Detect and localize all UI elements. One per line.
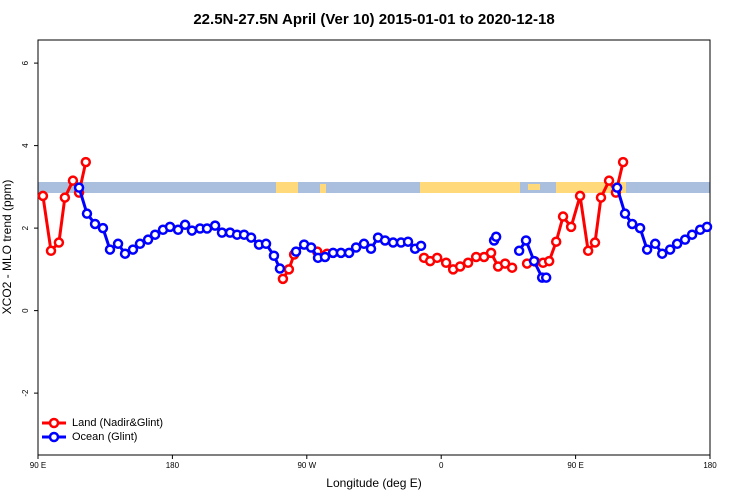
data-point xyxy=(550,236,562,247)
x-tick-label: 180 xyxy=(703,461,717,470)
data-point xyxy=(402,236,414,247)
data-point xyxy=(365,243,377,254)
data-point xyxy=(462,257,474,269)
data-point xyxy=(164,221,176,233)
data-point xyxy=(649,238,661,250)
data-point xyxy=(619,208,631,219)
data-point xyxy=(603,175,615,186)
data-point xyxy=(506,262,518,273)
data-point xyxy=(701,221,713,233)
x-axis-label: Longitude (deg E) xyxy=(326,476,421,490)
x-tick-label: 90 W xyxy=(297,461,316,470)
data-point xyxy=(216,227,228,238)
data-point xyxy=(626,218,638,230)
y-tick-label: 4 xyxy=(21,143,30,148)
data-point xyxy=(67,175,79,186)
data-point xyxy=(343,247,355,259)
data-point xyxy=(73,182,85,193)
data-point xyxy=(283,264,295,275)
data-point xyxy=(634,222,646,234)
data-point xyxy=(611,182,623,193)
data-point xyxy=(565,221,577,233)
data-point xyxy=(350,242,362,253)
x-tick-label: 0 xyxy=(439,461,444,470)
data-point xyxy=(513,245,525,257)
data-point xyxy=(260,238,272,250)
series-line xyxy=(77,187,708,280)
x-tick-label: 90 E xyxy=(30,461,46,470)
data-point xyxy=(89,218,101,230)
data-point xyxy=(574,190,586,202)
data-point xyxy=(490,231,502,243)
data-point xyxy=(53,237,65,248)
data-point xyxy=(582,245,594,257)
data-point xyxy=(112,238,124,250)
data-point xyxy=(172,224,184,236)
data-point xyxy=(686,229,698,240)
data-point xyxy=(319,251,331,263)
data-point xyxy=(37,190,49,202)
data-point xyxy=(540,272,552,283)
data-point xyxy=(209,220,221,231)
data-point xyxy=(454,261,466,272)
data-point xyxy=(245,232,257,243)
y-axis-label: XCO2 - MLO trend (ppm) xyxy=(0,180,14,315)
data-point xyxy=(81,208,93,219)
data-point xyxy=(104,244,116,255)
data-point xyxy=(186,225,198,236)
data-point xyxy=(671,238,683,250)
data-point xyxy=(589,237,601,248)
data-point xyxy=(379,235,391,246)
x-tick-label: 90 E xyxy=(567,461,583,470)
y-tick-label: 2 xyxy=(21,225,30,230)
y-tick-label: 0 xyxy=(21,308,30,313)
data-point xyxy=(520,235,532,246)
data-point xyxy=(305,242,317,253)
data-point xyxy=(641,244,653,255)
data-point xyxy=(134,238,146,250)
data-point xyxy=(80,156,92,168)
data-point xyxy=(358,238,370,250)
y-tick-label: 6 xyxy=(21,60,30,65)
data-point xyxy=(431,252,443,264)
data-point xyxy=(664,244,676,255)
data-point xyxy=(149,229,161,240)
data-point xyxy=(268,250,280,262)
data-point xyxy=(45,245,57,257)
data-point xyxy=(440,257,452,269)
data-point xyxy=(557,211,569,222)
chart-title: 22.5N-27.5N April (Ver 10) 2015-01-01 to… xyxy=(193,11,554,28)
land-ocean-strip xyxy=(38,182,710,193)
data-point xyxy=(617,156,629,168)
data-point xyxy=(679,234,691,245)
data-point xyxy=(335,247,347,259)
data-point xyxy=(97,222,109,234)
data-point xyxy=(119,248,131,259)
data-point xyxy=(277,273,289,285)
data-point xyxy=(656,248,668,259)
legend-marker xyxy=(48,431,60,443)
legend-label: Ocean (Glint) xyxy=(72,431,137,443)
legend-label: Land (Nadir&Glint) xyxy=(72,417,163,429)
data-point xyxy=(595,192,607,203)
legend-marker xyxy=(48,417,60,429)
data-point xyxy=(201,223,213,234)
plot-frame xyxy=(37,39,711,456)
data-point xyxy=(59,192,71,203)
data-point xyxy=(179,219,191,231)
data-point xyxy=(127,244,139,255)
data-point xyxy=(142,234,154,245)
data-point xyxy=(290,246,302,257)
data-point xyxy=(528,255,540,267)
x-tick-label: 180 xyxy=(166,461,180,470)
data-point xyxy=(415,240,427,252)
y-tick-label: -2 xyxy=(21,389,30,397)
data-point xyxy=(543,255,555,267)
data-point xyxy=(274,263,286,274)
data-point xyxy=(485,247,497,259)
